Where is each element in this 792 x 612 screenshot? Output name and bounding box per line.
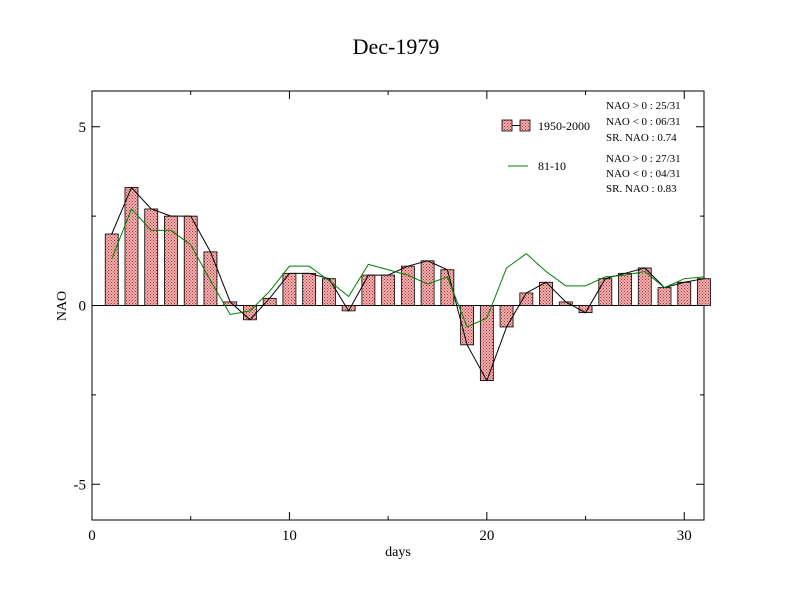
bar-day-3 xyxy=(144,208,159,306)
stats-1950-2000-positive: NAO > 0 : 25/31 xyxy=(606,100,681,112)
bar-day-9 xyxy=(262,297,277,306)
bar-day-21 xyxy=(499,305,514,328)
y-tick-label--5: -5 xyxy=(74,477,87,493)
x-tick-label-10: 10 xyxy=(282,528,297,544)
bar-day-16 xyxy=(400,265,415,306)
bar-day-10 xyxy=(282,272,297,306)
line-1950-2000 xyxy=(111,186,705,382)
bar-day-6 xyxy=(203,251,218,306)
bar-day-27 xyxy=(618,272,632,306)
line-81-10 xyxy=(111,208,705,328)
y-tick-label-0: 0 xyxy=(79,299,87,315)
stats-81-10-positive: NAO > 0 : 27/31 xyxy=(606,153,681,165)
x-tick-label-30: 30 xyxy=(677,528,692,544)
bar-day-26 xyxy=(598,278,613,306)
bar-day-8 xyxy=(243,305,257,321)
bars-1950-2000 xyxy=(104,187,711,381)
bar-day-5 xyxy=(183,215,198,306)
y-axis-label: NAO xyxy=(55,291,70,321)
legend-label-81-10: 81-10 xyxy=(538,159,566,173)
legend-label-1950-2000: 1950-2000 xyxy=(538,119,590,133)
bar-day-12 xyxy=(322,278,336,306)
x-tick-label-20: 20 xyxy=(479,528,494,544)
chart-title: Dec-1979 xyxy=(353,34,440,59)
bar-day-23 xyxy=(539,281,553,306)
stats-1950-2000-sr: SR. NAO : 0.74 xyxy=(606,132,677,144)
bar-day-11 xyxy=(302,272,317,306)
x-tick-label-0: 0 xyxy=(88,528,96,544)
legend: 1950-2000 81-10 NAO > 0 : 25/31 NAO < 0 … xyxy=(501,100,681,195)
bar-day-22 xyxy=(519,292,534,306)
x-axis: 0 10 20 30 xyxy=(88,91,692,544)
bar-day-30 xyxy=(677,281,692,306)
stats-81-10-negative: NAO < 0 : 04/31 xyxy=(606,168,681,180)
bar-day-28 xyxy=(637,267,652,306)
legend-swatch-left-1950-2000 xyxy=(501,119,513,132)
bar-day-29 xyxy=(657,287,672,306)
bar-day-14 xyxy=(361,274,376,306)
legend-swatch-right-1950-2000 xyxy=(519,119,531,132)
y-tick-label-5: 5 xyxy=(79,120,87,136)
stats-81-10-sr: SR. NAO : 0.83 xyxy=(606,183,677,195)
bar-day-31 xyxy=(697,278,711,306)
y-axis: -5 0 5 xyxy=(74,120,704,493)
stats-1950-2000-negative: NAO < 0 : 06/31 xyxy=(606,116,681,128)
bar-day-15 xyxy=(381,274,396,306)
bar-day-25 xyxy=(578,305,593,314)
bar-day-17 xyxy=(420,260,435,306)
x-axis-label: days xyxy=(385,545,411,560)
bar-day-4 xyxy=(164,215,178,306)
bar-day-2 xyxy=(124,187,139,306)
bar-day-1 xyxy=(104,233,119,306)
